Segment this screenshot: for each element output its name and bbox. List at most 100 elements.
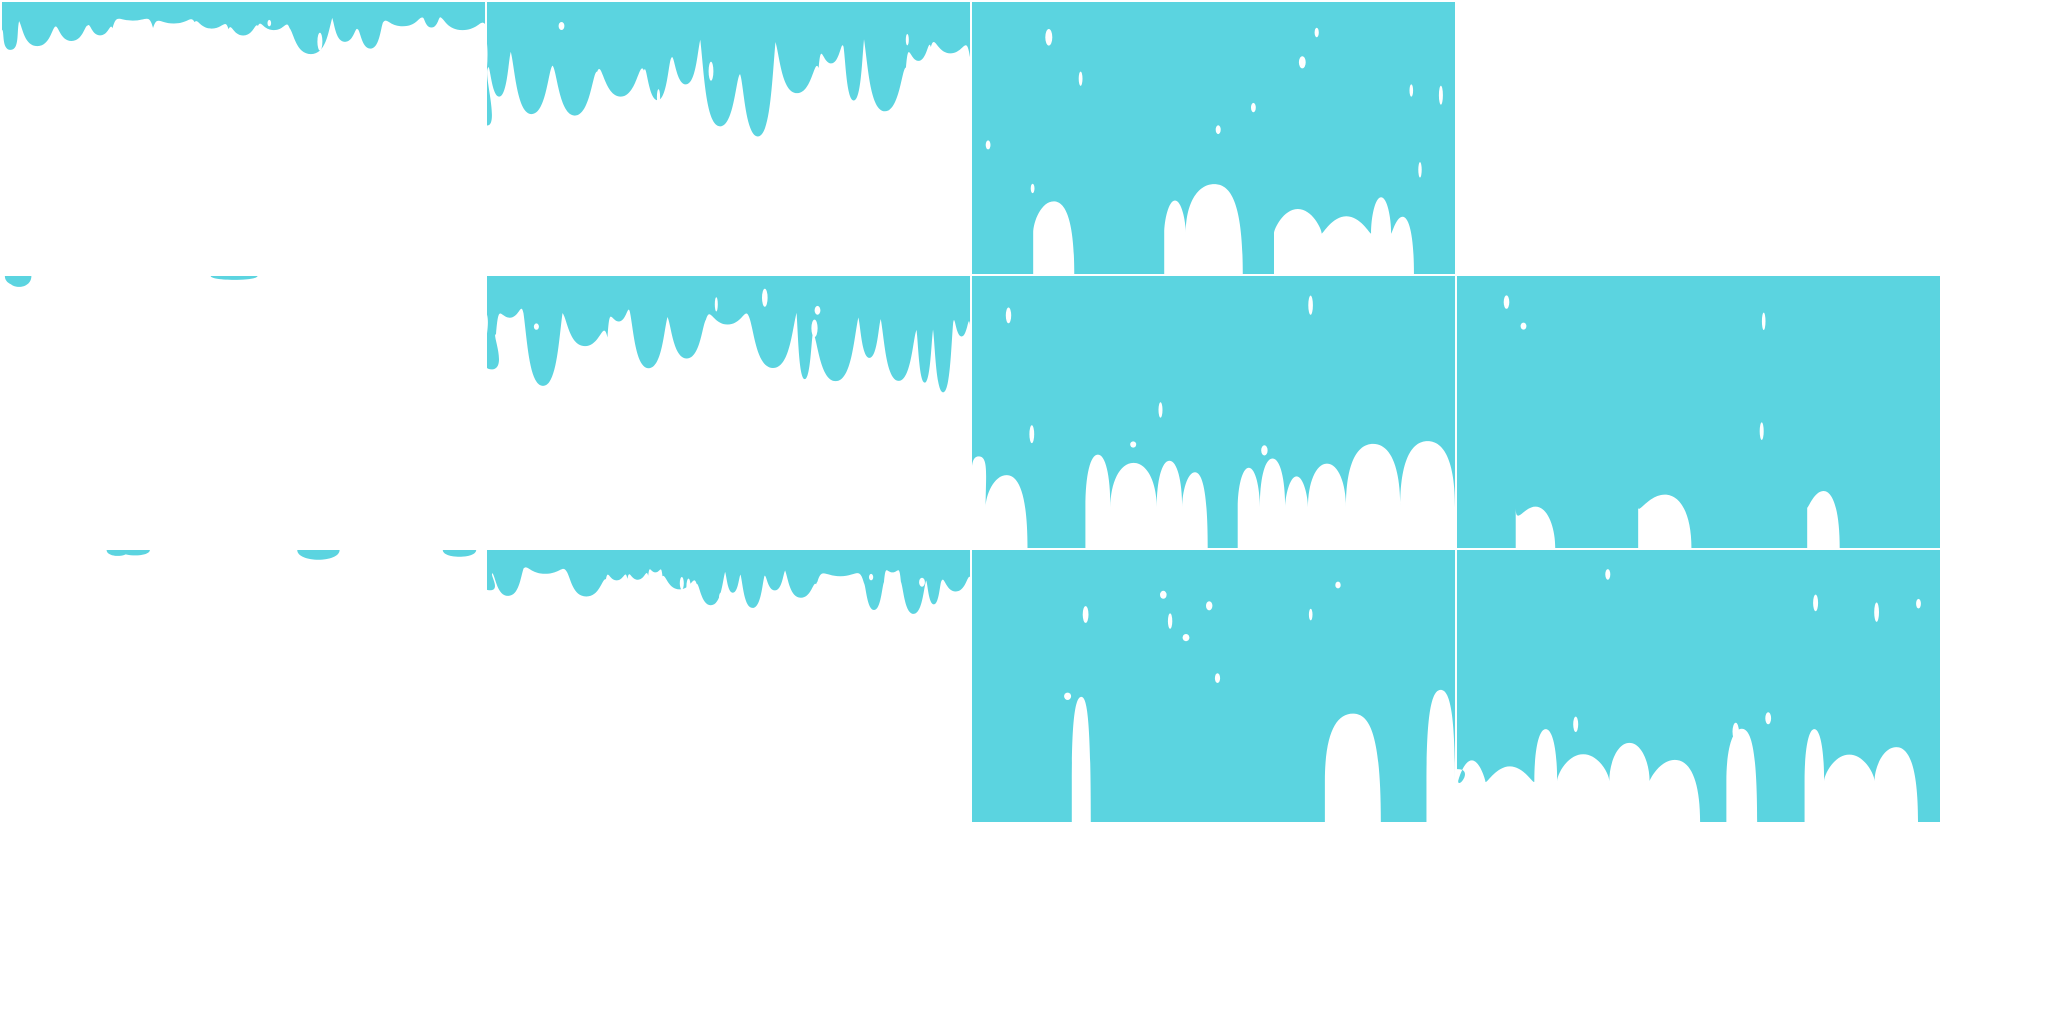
slime-bubble bbox=[1298, 56, 1306, 69]
slime-bubble bbox=[1916, 598, 1921, 609]
slime-drip-shape bbox=[487, 276, 970, 393]
slime-bubble bbox=[679, 577, 684, 590]
slime-bubble bbox=[1130, 441, 1137, 448]
slime-bubble bbox=[985, 140, 991, 150]
slime-bubble bbox=[919, 577, 925, 587]
slime-bubble bbox=[441, 36, 447, 57]
slime-bubble bbox=[741, 324, 749, 341]
slime-bubble bbox=[648, 594, 652, 601]
sprite-frame-2 bbox=[487, 2, 970, 274]
slime-bubble bbox=[811, 319, 818, 337]
sprite-frame-3 bbox=[972, 2, 1455, 274]
slime-bubble bbox=[1045, 29, 1053, 46]
slime-drip-shape bbox=[1457, 550, 1940, 822]
slime-bubble bbox=[1078, 71, 1083, 86]
slime-bubble bbox=[656, 89, 661, 105]
slime-bubble bbox=[266, 37, 270, 53]
slime-graphic bbox=[1457, 2, 1940, 274]
slime-bubble bbox=[1029, 425, 1035, 444]
slime-bubble bbox=[824, 590, 830, 600]
slime-bubble bbox=[1732, 722, 1739, 741]
slime-bubble bbox=[1214, 673, 1221, 683]
slime-graphic bbox=[487, 2, 970, 137]
slime-graphic bbox=[487, 550, 970, 614]
slime-bubble bbox=[719, 592, 725, 602]
slime-drip-shape bbox=[2, 2, 485, 55]
slime-bubble bbox=[905, 34, 909, 46]
slime-bubble bbox=[1308, 295, 1313, 315]
slime-bubble bbox=[1167, 613, 1173, 629]
slime-bubble bbox=[558, 22, 565, 30]
slime-bubble bbox=[762, 288, 768, 307]
slime-drip-shape bbox=[972, 2, 1455, 274]
slime-graphic bbox=[1457, 550, 1940, 822]
slime-bubble bbox=[1314, 27, 1319, 38]
slime-graphic bbox=[106, 550, 477, 560]
slime-bubble bbox=[1573, 716, 1579, 732]
slime-bubble bbox=[579, 597, 586, 606]
slime-drip-shape bbox=[1457, 276, 1940, 548]
slime-bubble bbox=[1759, 422, 1764, 440]
slime-bubble bbox=[1082, 606, 1089, 623]
slime-bubble bbox=[1206, 601, 1213, 611]
slime-graphic bbox=[487, 276, 970, 393]
slime-drip-shape bbox=[4, 276, 258, 287]
sprite-frame-1 bbox=[2, 2, 485, 274]
slime-drip-shape bbox=[972, 276, 1455, 548]
slime-bubble bbox=[1215, 125, 1221, 135]
slime-bubble bbox=[267, 19, 272, 27]
slime-graphic bbox=[972, 2, 1455, 274]
sprite-frame-4 bbox=[1457, 2, 1940, 274]
slime-bubble bbox=[814, 305, 821, 315]
slime-graphic bbox=[1457, 276, 1940, 548]
slime-bubble bbox=[1160, 590, 1167, 599]
slime-bubble bbox=[1761, 312, 1766, 330]
slime-bubble bbox=[739, 342, 746, 362]
slime-bubble bbox=[601, 597, 608, 610]
slime-bubble bbox=[1030, 183, 1035, 194]
slime-bubble bbox=[1605, 569, 1611, 580]
slime-bubble bbox=[95, 46, 101, 60]
slime-bubble bbox=[1005, 307, 1012, 324]
slime-bubble bbox=[1182, 634, 1190, 642]
slime-drip-shape bbox=[487, 2, 970, 137]
slime-bubble bbox=[1261, 445, 1268, 456]
slime-bubble bbox=[714, 297, 718, 312]
slime-bubble bbox=[533, 323, 539, 330]
slime-bubble bbox=[869, 573, 874, 581]
slime-graphic bbox=[972, 550, 1455, 822]
sprite-frame-6 bbox=[487, 276, 970, 548]
slime-bubble bbox=[317, 32, 323, 51]
sprite-frame-9 bbox=[2, 550, 485, 822]
slime-drip-shape bbox=[487, 550, 970, 614]
sprite-frame-11 bbox=[972, 550, 1455, 822]
slime-drip-shape bbox=[106, 550, 477, 560]
sprite-frame-7 bbox=[972, 276, 1455, 548]
slime-drip-shape bbox=[972, 550, 1455, 822]
sprite-frame-10 bbox=[487, 550, 970, 822]
slime-bubble bbox=[815, 581, 822, 599]
slime-bubble bbox=[708, 61, 714, 81]
slime-bubble bbox=[1251, 102, 1256, 113]
sprite-frame-8 bbox=[1457, 276, 1940, 548]
slime-bubble bbox=[686, 578, 691, 595]
sprite-frame-12 bbox=[1457, 550, 1940, 822]
slime-bubble bbox=[1765, 712, 1772, 725]
slime-bubble bbox=[1438, 85, 1443, 105]
slime-graphic bbox=[4, 276, 258, 287]
slime-bubble bbox=[1409, 84, 1414, 97]
slime-bubble bbox=[1064, 692, 1072, 700]
slime-graphic bbox=[2, 2, 485, 60]
slime-bubble bbox=[1158, 402, 1163, 418]
slime-bubble bbox=[1308, 608, 1313, 621]
slime-bubble bbox=[221, 30, 229, 46]
slime-bubble bbox=[1874, 602, 1879, 622]
slime-bubble bbox=[1813, 594, 1819, 612]
slime-bubble bbox=[1503, 295, 1510, 309]
slime-graphic bbox=[972, 276, 1455, 548]
slime-bubble bbox=[1418, 162, 1422, 178]
slime-bubble bbox=[1520, 322, 1527, 330]
slime-bubble bbox=[1335, 581, 1341, 589]
sprite-frame-5 bbox=[2, 276, 485, 548]
